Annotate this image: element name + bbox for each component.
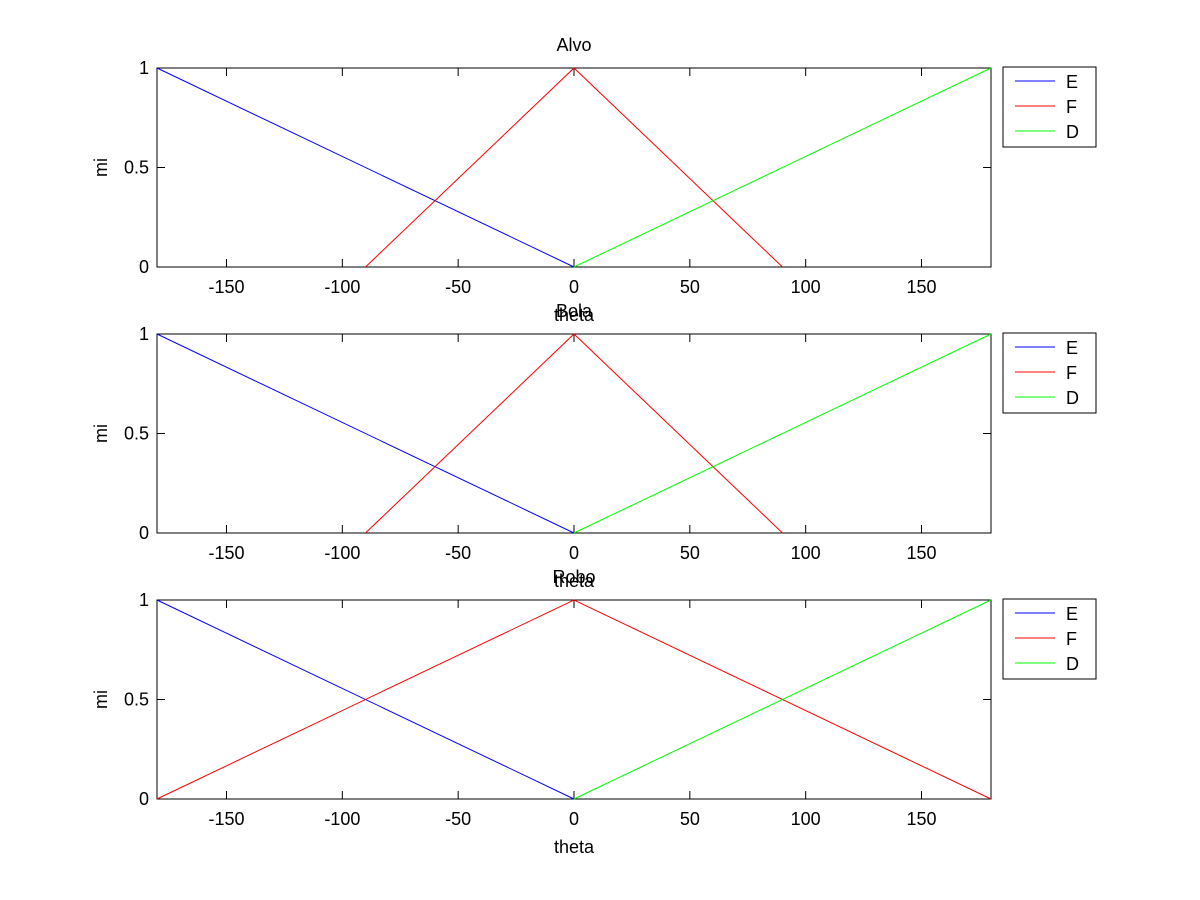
- y-axis-label: mi: [91, 158, 111, 177]
- series-line-D: [573, 67, 992, 268]
- y-axis-label: mi: [91, 690, 111, 709]
- series-line-E: [156, 67, 575, 268]
- x-tick-label: 0: [569, 809, 579, 829]
- legend-label: F: [1066, 629, 1077, 649]
- y-tick-label: 0.5: [124, 690, 149, 710]
- x-tick-label: 50: [680, 277, 700, 297]
- x-tick-label: -150: [208, 809, 244, 829]
- x-tick-label: -100: [324, 277, 360, 297]
- chart-title: Bola: [556, 301, 593, 321]
- legend-label: F: [1066, 363, 1077, 383]
- x-tick-label: 150: [906, 277, 936, 297]
- axes-box: [156, 599, 992, 800]
- y-tick-label: 0: [139, 523, 149, 543]
- x-tick-label: -50: [445, 543, 471, 563]
- y-tick-label: 1: [139, 324, 149, 344]
- x-axis-label: theta: [554, 305, 595, 325]
- legend: EFD: [1002, 332, 1097, 414]
- y-tick-label: 0: [139, 789, 149, 809]
- chart-title: Alvo: [556, 35, 591, 55]
- x-tick-label: 100: [791, 543, 821, 563]
- x-tick-label: 50: [680, 543, 700, 563]
- series-line-D: [573, 599, 992, 800]
- legend-box: [1002, 66, 1097, 148]
- x-tick-label: 0: [569, 277, 579, 297]
- x-axis-label: theta: [554, 837, 595, 857]
- legend-label: D: [1066, 654, 1079, 674]
- axes-box: [156, 67, 992, 268]
- x-tick-label: -100: [324, 809, 360, 829]
- legend-label: E: [1066, 604, 1078, 624]
- legend-label: D: [1066, 122, 1079, 142]
- legend-label: E: [1066, 72, 1078, 92]
- legend-box: [1002, 598, 1097, 680]
- series-line-D: [573, 333, 992, 534]
- legend-label: E: [1066, 338, 1078, 358]
- y-tick-label: 0.5: [124, 158, 149, 178]
- x-tick-label: 150: [906, 809, 936, 829]
- x-tick-label: -50: [445, 809, 471, 829]
- legend-label: F: [1066, 97, 1077, 117]
- x-tick-label: 0: [569, 543, 579, 563]
- y-tick-label: 1: [139, 590, 149, 610]
- x-tick-label: 50: [680, 809, 700, 829]
- series-line-E: [156, 333, 575, 534]
- y-tick-label: 0.5: [124, 424, 149, 444]
- x-tick-label: -50: [445, 277, 471, 297]
- legend-box: [1002, 332, 1097, 414]
- legend-label: D: [1066, 388, 1079, 408]
- chart-title: Robo: [552, 567, 595, 587]
- y-axis-label: mi: [91, 424, 111, 443]
- x-tick-label: 100: [791, 809, 821, 829]
- y-tick-label: 1: [139, 58, 149, 78]
- x-axis-label: theta: [554, 571, 595, 591]
- series-line-F: [156, 599, 992, 800]
- y-tick-label: 0: [139, 257, 149, 277]
- subplot-1: -150 -100 -50 0 50 100 150 0 0.5 1 Alvo theta mi EFD: [91, 35, 1097, 325]
- x-tick-label: -150: [208, 543, 244, 563]
- legend: EFD: [1002, 598, 1097, 680]
- x-tick-label: 100: [791, 277, 821, 297]
- axes-box: [156, 333, 992, 534]
- x-tick-label: -100: [324, 543, 360, 563]
- legend: EFD: [1002, 66, 1097, 148]
- x-tick-label: 150: [906, 543, 936, 563]
- x-tick-label: -150: [208, 277, 244, 297]
